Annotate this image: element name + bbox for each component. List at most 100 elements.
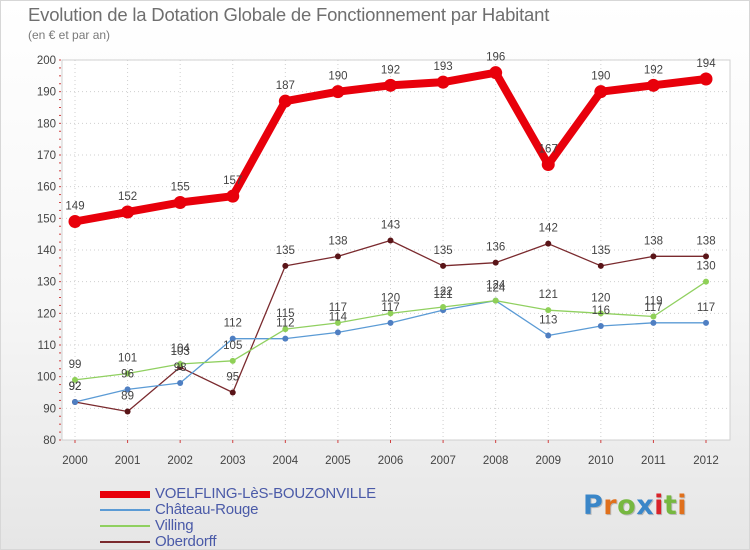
data-label: 96 [121, 368, 134, 380]
data-point-3 [282, 262, 289, 269]
data-point-0 [173, 196, 187, 209]
data-point-2 [545, 307, 552, 314]
data-label: 152 [118, 191, 137, 203]
legend-swatch-voelfling [100, 491, 150, 498]
data-point-1 [124, 386, 131, 393]
legend-label-voelfling: VOELFLING-LèS-BOUZONVILLE [155, 485, 376, 502]
x-tick-label: 2000 [62, 455, 88, 467]
data-point-2 [282, 326, 289, 333]
x-tick-label: 2003 [220, 455, 246, 467]
data-point-3 [229, 389, 236, 396]
data-label: 142 [539, 223, 558, 235]
data-point-2 [492, 297, 499, 304]
data-point-3 [124, 408, 131, 415]
y-tick-label: 150 [37, 213, 56, 225]
data-point-0 [384, 78, 397, 92]
y-tick-label: 180 [37, 118, 56, 130]
data-point-0 [121, 205, 135, 219]
data-label: 135 [591, 245, 610, 257]
x-tick-label: 2002 [167, 455, 193, 467]
data-label: 95 [226, 372, 239, 384]
data-label: 120 [591, 292, 610, 304]
data-point-1 [229, 335, 236, 342]
x-tick-label: 2012 [693, 455, 719, 467]
data-label: 101 [118, 353, 137, 365]
data-point-0 [436, 75, 450, 89]
data-point-1 [334, 329, 341, 336]
data-point-1 [650, 319, 657, 326]
data-point-2 [703, 278, 709, 285]
data-point-2 [440, 304, 447, 310]
data-point-3 [703, 253, 709, 260]
data-point-3 [334, 253, 341, 260]
data-point-1 [545, 332, 552, 339]
legend-swatch-oberdorff [100, 541, 150, 543]
data-point-1 [282, 335, 289, 342]
y-tick-label: 200 [37, 55, 56, 67]
data-label: 92 [69, 381, 82, 393]
data-label: 124 [486, 280, 506, 292]
data-label: 115 [276, 308, 294, 320]
y-tick-label: 190 [37, 87, 56, 99]
data-point-0 [278, 94, 292, 108]
data-label: 112 [276, 318, 294, 330]
data-label: 124 [486, 283, 506, 295]
logo-letter: P [583, 490, 604, 521]
data-label: 104 [171, 343, 191, 355]
y-tick-label: 160 [37, 182, 56, 194]
data-label: 130 [696, 261, 715, 273]
data-point-3 [492, 259, 499, 266]
x-tick-label: 2006 [378, 455, 404, 467]
logo-letter: t [663, 490, 678, 521]
data-point-1 [72, 399, 78, 405]
data-label: 192 [381, 64, 400, 76]
data-label: 190 [591, 71, 610, 83]
data-label: 105 [223, 340, 242, 352]
data-point-3 [545, 240, 552, 247]
chart-subtitle: (en € et par an) [28, 28, 111, 42]
data-point-0 [646, 78, 660, 92]
data-point-2 [334, 319, 341, 326]
data-label: 155 [171, 182, 190, 194]
x-tick-label: 2008 [483, 455, 509, 467]
data-label: 167 [539, 144, 558, 156]
data-label: 119 [644, 296, 662, 308]
data-label: 92 [69, 381, 82, 393]
data-label: 136 [486, 242, 505, 254]
data-point-0 [331, 85, 345, 99]
data-point-0 [594, 85, 608, 99]
data-label: 196 [486, 52, 505, 64]
data-label: 135 [276, 245, 295, 257]
legend-label-oberdorff: Oberdorff [155, 533, 217, 550]
data-label: 190 [328, 71, 347, 83]
legend-label-chateau-rouge: Château-Rouge [155, 501, 259, 518]
x-tick-label: 2010 [588, 455, 614, 467]
data-label: 99 [69, 359, 82, 371]
x-tick-label: 2005 [325, 455, 351, 467]
logo-letter: i [654, 490, 664, 521]
data-point-0 [68, 215, 82, 228]
logo-letter: o [617, 490, 637, 521]
data-label: 114 [329, 311, 348, 323]
y-tick-label: 140 [37, 245, 56, 257]
data-point-3 [650, 253, 657, 260]
data-label: 120 [381, 292, 400, 304]
data-label: 157 [223, 175, 242, 187]
data-point-2 [124, 370, 131, 377]
x-tick-label: 2011 [641, 455, 666, 467]
logo-letter: i [677, 490, 688, 521]
data-label: 98 [174, 362, 187, 374]
data-label: 117 [644, 302, 662, 314]
x-tick-label: 2001 [115, 455, 141, 467]
data-label: 143 [381, 220, 400, 232]
data-label: 149 [65, 201, 84, 213]
legend-swatch-chateau-rouge [100, 509, 150, 511]
data-label: 138 [328, 235, 347, 247]
data-label: 121 [539, 289, 558, 301]
logo-letter: x [636, 490, 655, 521]
data-label: 187 [276, 80, 295, 92]
data-label: 112 [224, 318, 242, 330]
y-tick-label: 110 [38, 340, 56, 352]
data-label: 116 [592, 305, 610, 317]
proxiti-logo: Proxiti [583, 490, 687, 521]
